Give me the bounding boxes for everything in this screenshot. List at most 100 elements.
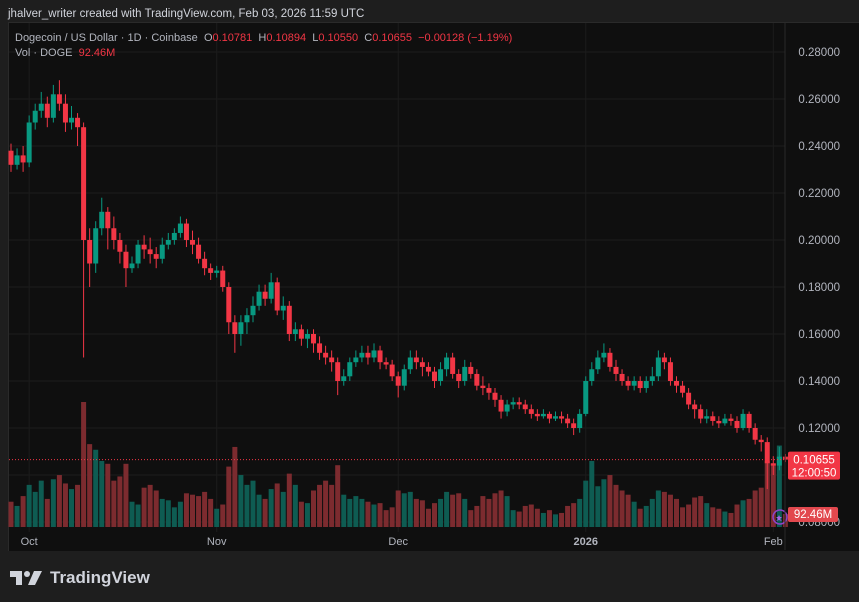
y-tick-label: 0.28000 [798,47,840,59]
candle-body [353,357,359,363]
symbol-title[interactable]: Dogecoin / US Dollar · 1D · Coinbase [15,32,198,44]
candle-body [335,362,341,381]
volume-bar [81,402,87,527]
close-label: C [364,32,373,44]
volume-bar [159,498,165,527]
candle-body [123,251,129,269]
candle-body [105,211,111,229]
volume-bar [492,493,498,527]
volume-bar [746,498,752,527]
high-value: 0.10894 [266,32,307,44]
volume-bar [383,510,389,527]
candle-body [256,291,262,306]
candle-body [661,357,667,363]
volume-bar [655,490,661,527]
candle-body [686,392,692,405]
volume-bar [335,465,341,527]
volume-bar [56,475,62,527]
volume-bar [256,494,262,527]
candle-body [141,244,147,250]
volume-bar [135,504,141,527]
volume-bar [728,512,734,527]
candle-body [383,362,389,365]
candle-body [171,232,177,240]
volume-bar [565,505,571,527]
candle-body [69,117,74,123]
volume-bar [643,505,649,527]
volume-bar [480,496,486,527]
candle-body [111,228,117,240]
volume-bar [704,503,710,527]
candle-body [425,366,431,372]
volume-bar [407,491,413,527]
volume-bar [601,479,607,527]
volume-bar [583,480,589,527]
volume-bar [262,498,268,527]
candle-body [528,409,534,414]
candle-body [571,423,577,428]
candle-body [244,315,250,323]
candle-body [655,357,661,377]
volume-bar [44,498,50,527]
volume-bar [510,510,516,527]
tradingview-logo-text: TradingView [50,568,150,587]
volume-bar [571,503,577,527]
open-label: O [203,32,213,44]
volume-bar [468,510,474,527]
candle-body [728,418,734,421]
y-tick-label: 0.20000 [798,235,840,247]
volume-bar [613,484,619,527]
candle-body [516,402,522,405]
candle-body [268,282,274,299]
candle-body [44,103,50,118]
candle-body [752,428,758,440]
volume-bar [619,490,625,527]
candle-body [474,373,480,386]
volume-label[interactable]: Vol · DOGE [15,47,73,59]
candle-body [637,381,643,389]
candle-body [643,381,649,389]
volume-bar [389,507,395,527]
candle-body [667,362,673,381]
candle-body [510,402,516,405]
volume-bar [208,498,214,527]
volume-bar [171,507,177,527]
candle-body [292,329,298,334]
candle-body [117,240,123,252]
volume-bar [553,514,558,527]
volume-bar [250,480,256,527]
volume-bar [147,484,153,527]
volume-bar [105,463,111,527]
candle-body [776,456,782,466]
volume-bar [323,480,329,527]
low-label: L [312,32,319,44]
volume-bar [220,504,226,527]
candle-body [704,416,710,419]
candle-body [619,373,625,381]
candle-body [87,240,93,264]
y-tick-label: 0.16000 [798,329,840,341]
sparkle-icon [776,515,782,521]
candle-body [323,352,329,358]
candle-body [371,350,377,358]
volume-bar [165,500,171,527]
candle-body [214,270,220,273]
candle-body [311,334,316,344]
volume-bar [268,489,274,527]
volume-bar [674,498,679,527]
volume-bar [710,507,716,527]
candle-body [625,381,631,386]
tradingview-logo[interactable]: TradingView [10,568,150,588]
volume-bar [304,503,310,527]
candle-body [14,155,20,165]
candle-body [26,122,32,163]
high-label: H [258,32,267,44]
volume-bar [528,504,534,527]
volume-bar [486,498,492,527]
volume-bar [26,484,32,527]
candle-body [359,352,365,358]
candle-body [81,127,87,240]
open-value: 0.10781 [212,32,253,44]
candle-body [631,381,637,386]
